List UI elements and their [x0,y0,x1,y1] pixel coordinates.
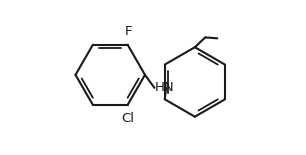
Text: Cl: Cl [122,112,135,125]
Text: HN: HN [155,81,174,94]
Text: F: F [125,25,132,38]
